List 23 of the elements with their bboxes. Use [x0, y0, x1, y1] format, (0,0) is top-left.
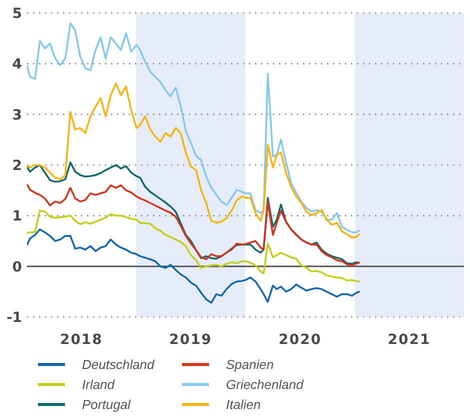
x-tick-label: 2021 — [388, 332, 431, 348]
line-series — [27, 184, 360, 266]
y-tick-label: 0 — [12, 259, 22, 276]
x-tick-label: 2019 — [169, 332, 212, 348]
legend-label: Deutschland — [82, 356, 154, 372]
line-series — [27, 228, 360, 304]
x-tick-label: 2020 — [278, 332, 322, 348]
y-tick-label: -1 — [6, 310, 22, 326]
y-tick-label: 2 — [12, 158, 22, 174]
y-tick-label: 3 — [12, 107, 22, 124]
line-series — [27, 210, 360, 282]
legend-label: Italien — [226, 396, 261, 412]
legend-label: Griechenland — [226, 376, 304, 392]
line-series — [27, 162, 360, 265]
legend-label: Portugal — [82, 396, 130, 412]
line-series — [27, 22, 360, 234]
y-tick-label: 5 — [12, 6, 22, 22]
legend-label: Irland — [82, 376, 115, 392]
x-tick-label: 2018 — [60, 332, 103, 348]
y-tick-label: 1 — [12, 208, 22, 225]
line-series — [27, 82, 360, 238]
y-tick-label: 4 — [12, 56, 22, 73]
legend-label: Spanien — [226, 356, 274, 372]
